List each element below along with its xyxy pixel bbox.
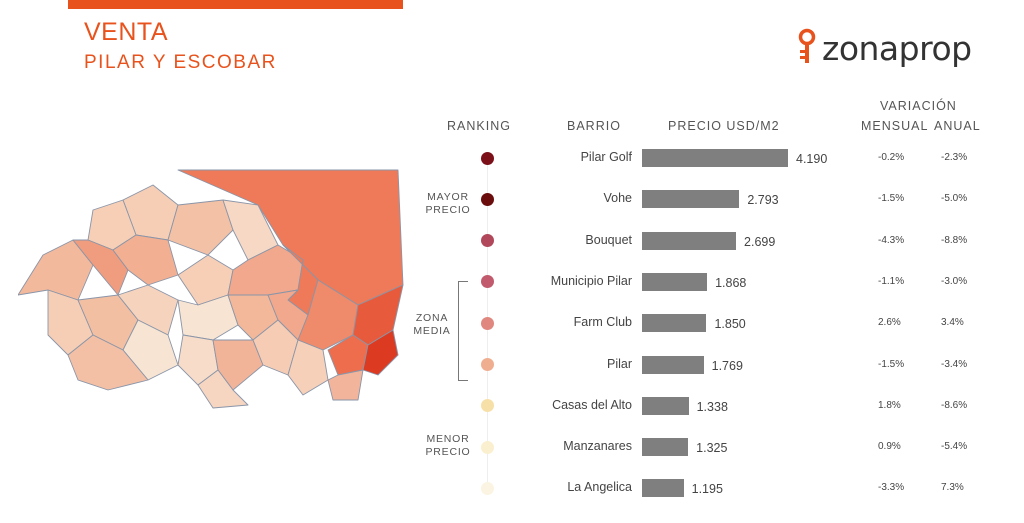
group-mayor-precio: MAYOR PRECIO bbox=[420, 191, 476, 217]
zonaprop-logo[interactable]: zonaprop bbox=[796, 28, 972, 68]
barrio-label: Pilar bbox=[606, 356, 632, 371]
price-bar bbox=[642, 231, 737, 250]
price-bar bbox=[642, 149, 788, 167]
rank-dot bbox=[481, 358, 494, 371]
group-mayor-line1: MAYOR bbox=[427, 191, 469, 203]
price-bar bbox=[642, 438, 689, 457]
price-value: 2.793 bbox=[747, 193, 779, 208]
zona-media-bracket bbox=[458, 281, 468, 381]
price-value: 1.338 bbox=[696, 399, 728, 414]
rank-dot bbox=[481, 481, 494, 495]
price-bar bbox=[642, 479, 684, 498]
variacion-mensual: -4.3% bbox=[878, 234, 905, 246]
logo-text: zonaprop bbox=[822, 28, 972, 68]
key-icon bbox=[798, 28, 816, 63]
price-bar bbox=[642, 272, 708, 291]
variacion-anual: 3.4% bbox=[941, 317, 964, 329]
group-mayor-line2: PRECIO bbox=[425, 204, 471, 216]
variacion-anual: -2.3% bbox=[941, 152, 968, 163]
rank-dot bbox=[481, 399, 494, 413]
header-variacion: VARIACIÓN bbox=[880, 99, 957, 113]
rank-dot bbox=[481, 316, 494, 330]
variacion-mensual: -0.2% bbox=[878, 152, 905, 163]
group-zona-media: ZONA MEDIA bbox=[406, 312, 458, 338]
price-bar bbox=[642, 355, 704, 374]
variacion-anual: -5.4% bbox=[941, 441, 968, 453]
header-mensual: MENSUAL bbox=[861, 119, 929, 133]
top-accent-bar bbox=[68, 0, 403, 9]
price-value: 1.769 bbox=[711, 358, 743, 373]
rank-dot bbox=[481, 151, 494, 165]
header-anual: ANUAL bbox=[934, 119, 981, 133]
barrio-label: Pilar Golf bbox=[580, 150, 632, 164]
rank-dot bbox=[481, 440, 494, 454]
page-title: VENTA bbox=[84, 18, 168, 46]
price-value: 2.699 bbox=[744, 234, 776, 249]
variacion-mensual: 2.6% bbox=[878, 317, 901, 329]
variacion-anual: -8.8% bbox=[941, 234, 968, 246]
variacion-anual: 7.3% bbox=[941, 482, 964, 494]
header-barrio: BARRIO bbox=[567, 119, 621, 133]
barrio-label: Casas del Alto bbox=[552, 397, 632, 412]
price-value: 4.190 bbox=[796, 152, 828, 166]
pilar-escobar-map bbox=[18, 169, 404, 409]
variacion-mensual: -1.1% bbox=[878, 275, 905, 287]
barrio-label: Municipio Pilar bbox=[550, 273, 632, 288]
barrio-label: La Angelica bbox=[567, 480, 632, 495]
price-value: 1.325 bbox=[696, 441, 728, 456]
barrio-label: Manzanares bbox=[563, 439, 632, 454]
rank-dot bbox=[481, 192, 494, 206]
variacion-anual: -5.0% bbox=[941, 193, 968, 205]
price-bar bbox=[642, 314, 707, 333]
variacion-mensual: -3.3% bbox=[878, 482, 905, 494]
variacion-mensual: -1.5% bbox=[878, 358, 905, 370]
group-menor-line1: MENOR bbox=[426, 433, 470, 445]
price-bar bbox=[642, 396, 689, 415]
price-value: 1.195 bbox=[691, 482, 723, 497]
group-zona-line1: ZONA bbox=[415, 312, 449, 324]
group-menor-line2: PRECIO bbox=[425, 446, 471, 458]
header-precio: PRECIO USD/M2 bbox=[668, 119, 780, 133]
variacion-mensual: 0.9% bbox=[878, 441, 901, 453]
price-value: 1.850 bbox=[714, 317, 746, 332]
price-bar bbox=[642, 190, 740, 209]
variacion-anual: -8.6% bbox=[941, 399, 968, 411]
header-ranking: RANKING bbox=[447, 119, 511, 133]
variacion-mensual: 1.8% bbox=[878, 399, 901, 411]
barrio-label: Farm Club bbox=[573, 315, 632, 330]
variacion-mensual: -1.5% bbox=[878, 193, 905, 205]
group-zona-line2: MEDIA bbox=[413, 325, 451, 337]
page-subtitle: PILAR Y ESCOBAR bbox=[84, 52, 277, 73]
price-value: 1.868 bbox=[715, 275, 747, 290]
barrio-label: Vohe bbox=[603, 191, 632, 206]
barrio-label: Bouquet bbox=[585, 232, 632, 247]
variacion-anual: -3.0% bbox=[941, 275, 968, 287]
rank-dot bbox=[481, 234, 494, 248]
rank-dot bbox=[481, 275, 494, 289]
variacion-anual: -3.4% bbox=[941, 358, 968, 370]
group-menor-precio: MENOR PRECIO bbox=[420, 433, 476, 459]
